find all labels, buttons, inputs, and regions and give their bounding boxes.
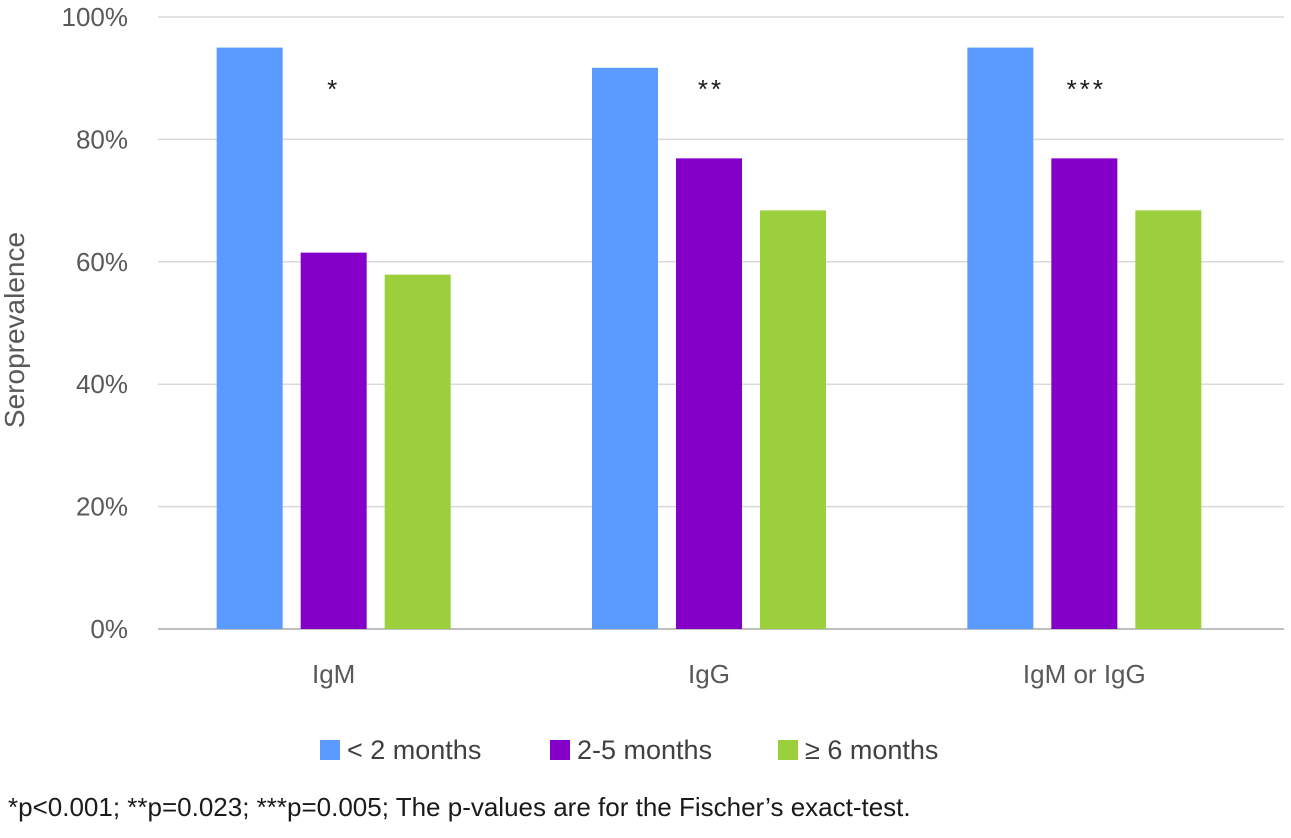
- y-axis-ticks: 0% 20% 40% 60% 80% 100%: [62, 2, 129, 644]
- bar-1-3: [967, 47, 1034, 630]
- legend-swatch: [550, 740, 570, 760]
- significance-annotations: * ** ***: [327, 74, 1106, 104]
- bar-3-2: [760, 210, 826, 629]
- significance-mark: **: [698, 74, 724, 104]
- x-category-label: IgM: [312, 659, 355, 689]
- bar-1-2: [592, 67, 658, 629]
- y-tick-label: 60%: [76, 247, 128, 277]
- x-category-label: IgM or IgG: [1023, 659, 1146, 689]
- bar-2-3: [1051, 158, 1118, 629]
- significance-mark: *: [327, 74, 340, 104]
- legend-label: ≥ 6 months: [805, 735, 938, 765]
- legend: < 2 months 2-5 months ≥ 6 months: [320, 735, 938, 765]
- bar-chart: 0%20%40%60%80%100% * ** *** IgM IgG IgM or I…: [0, 2, 1284, 765]
- bar-3-3: [1135, 210, 1202, 629]
- y-tick-label: 80%: [76, 124, 128, 154]
- bar-2-1: [300, 252, 367, 629]
- legend-label: 2-5 months: [577, 735, 712, 765]
- y-axis-label: Seroprevalence: [0, 232, 30, 428]
- bar-3-1: [384, 274, 451, 629]
- significance-mark: ***: [1067, 74, 1106, 104]
- y-tick-label: 20%: [76, 492, 128, 522]
- y-tick-label: 100%: [62, 2, 129, 32]
- bars: [216, 47, 1202, 630]
- bar-1-1: [216, 47, 283, 630]
- bar-2-2: [676, 158, 742, 629]
- legend-label: < 2 months: [347, 735, 481, 765]
- x-axis-categories: IgM IgG IgM or IgG: [312, 659, 1146, 689]
- legend-swatch: [320, 740, 340, 760]
- x-category-label: IgG: [688, 659, 730, 689]
- y-tick-label: 0%: [90, 614, 128, 644]
- y-tick-label: 40%: [76, 369, 128, 399]
- legend-swatch: [778, 740, 798, 760]
- footnote: *p<0.001; **p=0.023; ***p=0.005; The p-v…: [8, 792, 911, 822]
